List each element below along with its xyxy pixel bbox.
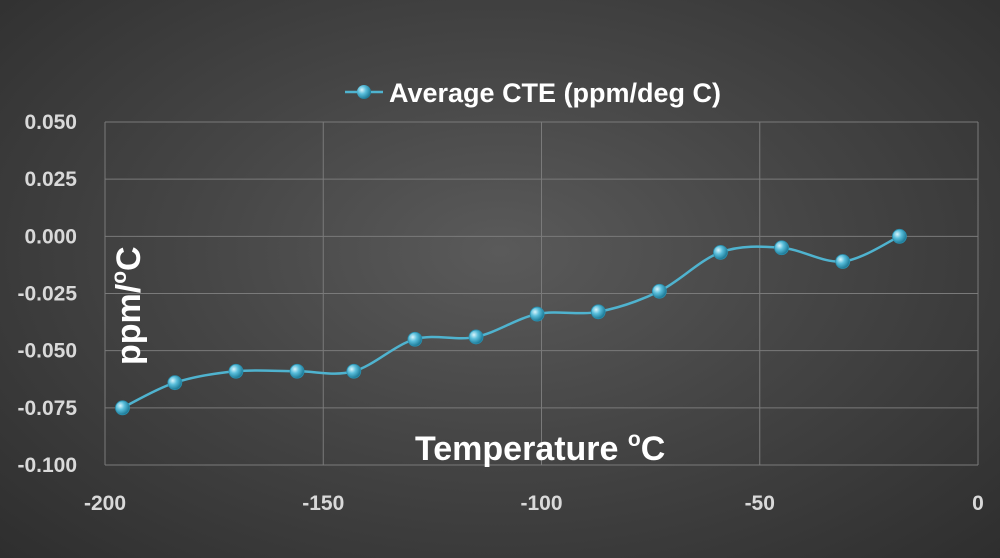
- data-point: [774, 240, 789, 256]
- data-point: [289, 363, 305, 379]
- data-point: [407, 331, 423, 347]
- y-tick-label: 0.025: [24, 168, 77, 191]
- y-tick-label: 0.000: [24, 225, 77, 248]
- data-point: [468, 329, 484, 345]
- legend: Average CTE (ppm/deg C): [345, 78, 721, 108]
- data-point: [835, 254, 851, 269]
- data-point: [167, 375, 183, 391]
- x-tick-label: -200: [84, 492, 126, 515]
- y-tick-label: 0.050: [24, 111, 77, 134]
- y-tick-label: -0.075: [17, 397, 77, 420]
- data-point: [713, 244, 728, 260]
- x-axis-ticks: -200 -150 -100 -50 0: [84, 492, 984, 515]
- y-tick-label: -0.025: [17, 283, 77, 306]
- data-point: [228, 363, 244, 379]
- series-average-cte: [115, 228, 907, 416]
- x-tick-label: -100: [520, 492, 562, 515]
- legend-label: Average CTE (ppm/deg C): [389, 78, 721, 108]
- data-point: [346, 363, 362, 379]
- x-tick-label: -150: [302, 492, 344, 515]
- data-point: [590, 304, 606, 320]
- x-tick-label: 0: [972, 492, 984, 515]
- data-point: [651, 283, 667, 299]
- legend-marker: [357, 85, 371, 99]
- data-point: [529, 306, 545, 322]
- x-axis-title: Temperature oC: [415, 428, 665, 468]
- gridlines: [104, 121, 979, 466]
- data-point: [115, 400, 130, 416]
- y-axis-title: ppm/oC: [108, 246, 148, 365]
- series-line: [121, 235, 900, 409]
- data-point: [892, 228, 907, 244]
- y-axis-ticks: 0.050 0.025 0.000 -0.025 -0.050 -0.075 -0.100: [17, 111, 77, 477]
- y-tick-label: -0.100: [17, 454, 77, 477]
- x-tick-label: -50: [745, 492, 775, 515]
- y-tick-label: -0.050: [17, 340, 77, 363]
